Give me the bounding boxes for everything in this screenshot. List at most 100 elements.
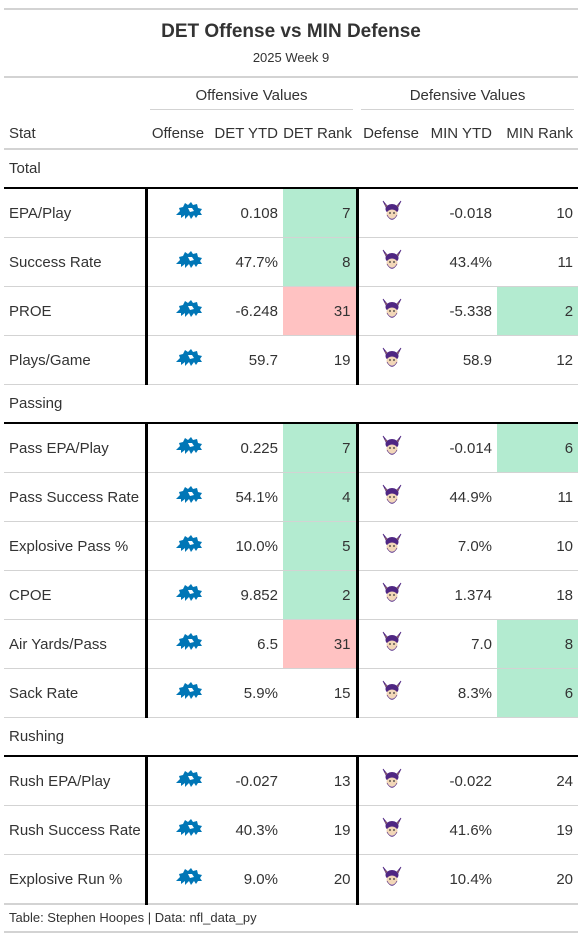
table-title: DET Offense vs MIN Defense	[161, 21, 421, 42]
lions-logo-icon	[176, 486, 202, 503]
lions-logo-icon	[174, 631, 204, 657]
min-rank-value: 10	[497, 187, 579, 238]
det-rank-value: 19	[283, 805, 358, 855]
defense-logo-cell	[355, 422, 426, 473]
vikings-logo-icon	[379, 580, 405, 610]
lions-logo-icon	[174, 768, 204, 794]
table-row: Plays/Game 59.7 19 58.9 12	[4, 335, 579, 385]
top-rule	[4, 8, 578, 10]
det-rank-value: 31	[283, 619, 358, 669]
min-rank-value: 18	[497, 570, 579, 620]
table-row: Explosive Run % 9.0% 20 10.4% 20	[4, 854, 579, 905]
vikings-logo-icon	[382, 249, 402, 269]
vikings-logo-icon	[382, 484, 402, 504]
col-header-offense: Offense	[146, 110, 210, 150]
lions-logo-icon	[176, 349, 202, 366]
det-ytd-value: 9.0%	[210, 854, 283, 905]
stat-name: PROE	[4, 286, 146, 336]
det-ytd-value: 5.9%	[210, 668, 283, 718]
det-ytd-value: 59.7	[210, 335, 283, 385]
defense-logo-cell	[355, 805, 426, 855]
stat-name: Success Rate	[4, 237, 146, 287]
lions-logo-icon	[174, 435, 204, 461]
det-ytd-value: 40.3%	[210, 805, 283, 855]
lions-logo-icon	[174, 347, 204, 373]
det-ytd-value: 47.7%	[210, 237, 283, 287]
lions-logo-icon	[176, 251, 202, 268]
defense-logo-cell	[355, 570, 426, 620]
min-rank-value: 8	[497, 619, 579, 669]
min-rank-value: 10	[497, 521, 579, 571]
defense-logo-cell	[355, 854, 426, 905]
defense-logo-cell	[355, 286, 426, 336]
offense-logo-cell	[144, 187, 210, 238]
vikings-logo-icon	[379, 766, 405, 796]
vikings-logo-icon	[379, 815, 405, 845]
min-ytd-value: -5.338	[425, 286, 498, 336]
stat-name: Pass EPA/Play	[4, 422, 146, 473]
col-header-det-ytd: DET YTD	[210, 110, 283, 150]
table-row: Rush EPA/Play -0.027 13 -0.022 24	[4, 755, 579, 806]
table-source-note: Table: Stephen Hoopes | Data: nfl_data_p…	[4, 905, 578, 933]
vikings-logo-icon	[379, 345, 405, 375]
det-ytd-value: 10.0%	[210, 521, 283, 571]
group-row: Total	[4, 148, 579, 189]
stat-name: CPOE	[4, 570, 146, 620]
det-rank-value: 15	[283, 668, 358, 718]
vikings-logo-icon	[382, 200, 402, 220]
stat-name: EPA/Play	[4, 187, 146, 238]
offense-logo-cell	[144, 521, 210, 571]
vikings-logo-icon	[382, 347, 402, 367]
stat-name: Plays/Game	[4, 335, 146, 385]
group-row: Passing	[4, 384, 579, 424]
vikings-logo-icon	[379, 198, 405, 228]
det-rank-value: 31	[283, 286, 358, 336]
offense-logo-cell	[144, 472, 210, 522]
column-header-row: Stat Offense DET YTD DET Rank Defense MI…	[4, 110, 579, 150]
vikings-logo-icon	[379, 247, 405, 277]
stats-table-container: DET Offense vs MIN Defense 2025 Week 9 O…	[4, 8, 579, 933]
vikings-logo-icon	[382, 435, 402, 455]
table-row: Pass EPA/Play 0.225 7 -0.014 6	[4, 422, 579, 473]
vikings-logo-icon	[379, 296, 405, 326]
min-ytd-value: 7.0	[425, 619, 498, 669]
defense-logo-cell	[355, 668, 426, 718]
offense-logo-cell	[144, 570, 210, 620]
det-rank-value: 8	[283, 237, 358, 287]
offense-logo-cell	[144, 854, 210, 905]
min-ytd-value: 41.6%	[425, 805, 498, 855]
min-ytd-value: -0.018	[425, 187, 498, 238]
vikings-logo-icon	[382, 582, 402, 602]
lions-logo-icon	[176, 535, 202, 552]
min-rank-value: 19	[497, 805, 579, 855]
group-label: Passing	[4, 384, 579, 424]
vikings-logo-icon	[382, 866, 402, 886]
stat-name: Rush Success Rate	[4, 805, 146, 855]
min-ytd-value: -0.022	[425, 755, 498, 806]
lions-logo-icon	[174, 200, 204, 226]
min-ytd-value: 8.3%	[425, 668, 498, 718]
lions-logo-icon	[176, 584, 202, 601]
defense-logo-cell	[355, 619, 426, 669]
col-header-det-rank: DET Rank	[283, 110, 358, 150]
lions-logo-icon	[176, 202, 202, 219]
lions-logo-icon	[174, 249, 204, 275]
col-header-min-ytd: MIN YTD	[425, 110, 498, 150]
det-rank-value: 2	[283, 570, 358, 620]
min-rank-value: 12	[497, 335, 579, 385]
defense-logo-cell	[355, 187, 426, 238]
lions-logo-icon	[176, 437, 202, 454]
det-rank-value: 20	[283, 854, 358, 905]
group-label: Rushing	[4, 717, 579, 757]
offense-logo-cell	[144, 805, 210, 855]
group-row: Rushing	[4, 717, 579, 757]
min-ytd-value: 7.0%	[425, 521, 498, 571]
vikings-logo-icon	[382, 631, 402, 651]
det-rank-value: 4	[283, 472, 358, 522]
det-ytd-value: 6.5	[210, 619, 283, 669]
lions-logo-icon	[174, 298, 204, 324]
matchup-table: Offensive Values Defensive Values Stat O…	[4, 78, 579, 905]
col-header-stat: Stat	[4, 110, 146, 150]
det-rank-value: 7	[283, 422, 358, 473]
offensive-values-spanner: Offensive Values	[146, 78, 357, 110]
